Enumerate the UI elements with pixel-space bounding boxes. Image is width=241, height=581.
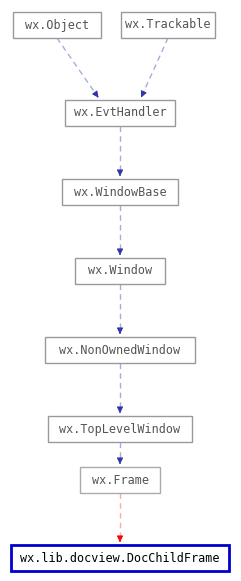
FancyBboxPatch shape <box>11 545 229 571</box>
FancyBboxPatch shape <box>65 100 175 126</box>
FancyBboxPatch shape <box>45 337 195 363</box>
Text: wx.Frame: wx.Frame <box>92 474 148 486</box>
FancyBboxPatch shape <box>48 416 192 442</box>
Text: wx.TopLevelWindow: wx.TopLevelWindow <box>60 422 181 436</box>
FancyBboxPatch shape <box>62 179 178 205</box>
FancyBboxPatch shape <box>121 12 215 38</box>
Text: wx.Trackable: wx.Trackable <box>125 19 211 31</box>
Text: wx.Object: wx.Object <box>25 19 89 31</box>
FancyBboxPatch shape <box>80 467 160 493</box>
Text: wx.Window: wx.Window <box>88 264 152 278</box>
FancyBboxPatch shape <box>75 258 165 284</box>
Text: wx.WindowBase: wx.WindowBase <box>74 185 166 199</box>
Text: wx.lib.docview.DocChildFrame: wx.lib.docview.DocChildFrame <box>20 551 220 565</box>
Text: wx.NonOwnedWindow: wx.NonOwnedWindow <box>60 343 181 357</box>
FancyBboxPatch shape <box>13 12 101 38</box>
Text: wx.EvtHandler: wx.EvtHandler <box>74 106 166 120</box>
